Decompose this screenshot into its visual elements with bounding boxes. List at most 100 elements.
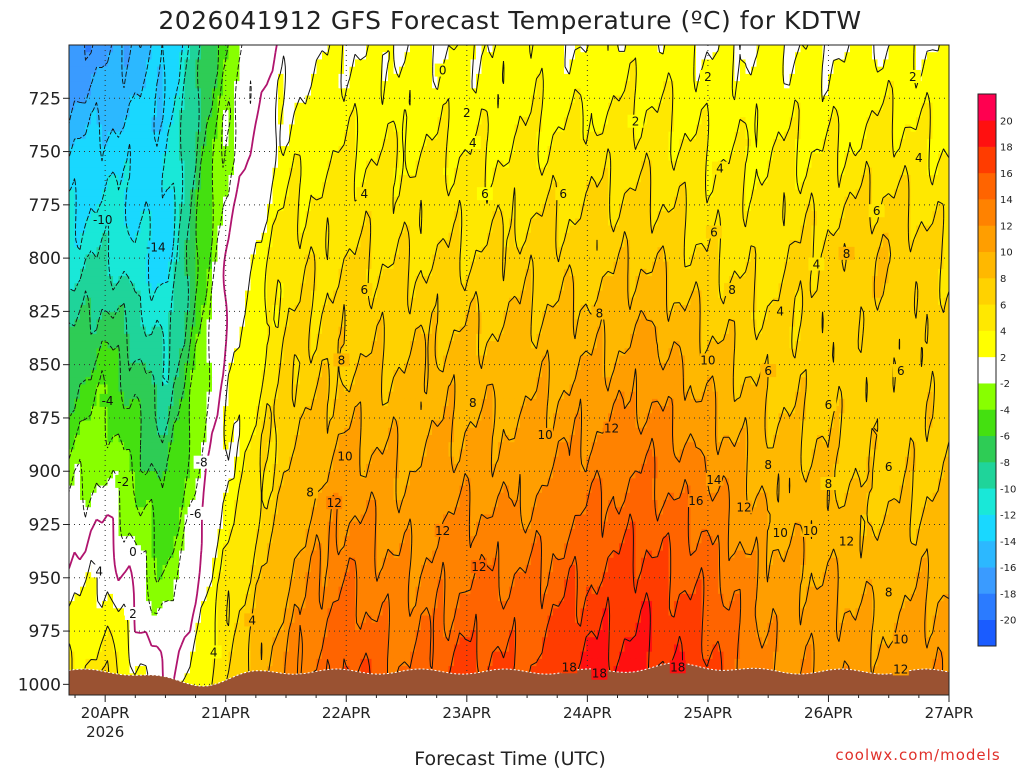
field-cell <box>107 167 114 176</box>
field-cell <box>184 88 191 97</box>
field-cell <box>509 73 516 82</box>
field-cell <box>382 203 389 212</box>
field-cell <box>817 59 824 68</box>
field-cell <box>795 203 802 212</box>
field-cell <box>316 167 323 176</box>
field-cell <box>124 189 131 198</box>
field-cell <box>107 131 114 140</box>
field-cell <box>536 138 543 147</box>
field-cell <box>696 138 703 147</box>
field-cell <box>239 45 246 53</box>
field-cell <box>905 203 912 212</box>
field-cell <box>212 66 219 75</box>
field-cell <box>91 131 98 140</box>
field-cell <box>344 102 351 111</box>
field-cell <box>283 81 290 89</box>
field-cell <box>674 81 681 89</box>
field-cell <box>679 73 686 82</box>
field-cell <box>674 59 681 68</box>
field-cell <box>591 218 598 227</box>
field-cell <box>943 73 949 82</box>
field-cell <box>377 182 384 191</box>
field-cell <box>586 175 593 183</box>
field-cell <box>371 117 378 126</box>
field-cell <box>740 124 747 133</box>
field-cell <box>789 211 796 219</box>
field-cell <box>382 102 389 111</box>
field-cell <box>393 81 400 89</box>
field-cell <box>113 95 120 104</box>
field-cell <box>641 240 648 248</box>
field-cell <box>619 167 626 176</box>
field-cell <box>421 45 428 53</box>
field-cell <box>371 240 378 248</box>
field-cell <box>575 81 582 89</box>
field-cell <box>503 45 510 53</box>
field-cell <box>311 45 318 53</box>
field-cell <box>135 138 142 147</box>
field-cell <box>426 124 433 133</box>
field-cell <box>652 73 659 82</box>
field-cell <box>646 247 653 256</box>
field-cell <box>465 45 472 53</box>
field-cell <box>481 182 488 191</box>
field-cell <box>646 196 653 205</box>
field-cell <box>393 146 400 154</box>
field-cell <box>234 268 241 277</box>
field-cell <box>646 124 653 133</box>
field-cell <box>349 110 356 118</box>
field-cell <box>701 218 708 227</box>
field-cell <box>448 254 455 263</box>
field-cell <box>124 203 131 212</box>
field-cell <box>767 117 774 126</box>
field-cell <box>146 131 153 140</box>
field-cell <box>190 254 197 263</box>
field-cell <box>652 95 659 104</box>
field-cell <box>366 95 373 104</box>
field-cell <box>833 117 840 126</box>
field-cell <box>641 95 648 104</box>
field-cell <box>311 110 318 118</box>
field-cell <box>679 160 686 169</box>
field-cell <box>377 73 384 82</box>
field-cell <box>300 196 307 205</box>
field-cell <box>201 196 208 205</box>
field-cell <box>520 95 527 104</box>
field-cell <box>822 254 829 263</box>
field-cell <box>278 153 285 162</box>
field-cell <box>146 66 153 75</box>
field-cell <box>118 240 125 248</box>
field-cell <box>756 110 763 118</box>
field-cell <box>316 88 323 97</box>
field-cell <box>899 225 906 234</box>
field-cell <box>729 160 736 169</box>
field-cell <box>564 254 571 263</box>
field-cell <box>800 160 807 169</box>
field-cell <box>833 153 840 162</box>
field-cell <box>448 102 455 111</box>
field-cell <box>107 73 114 82</box>
field-cell <box>85 218 92 227</box>
field-cell <box>91 59 98 68</box>
field-cell <box>223 240 230 248</box>
field-cell <box>784 124 791 133</box>
field-cell <box>140 52 147 61</box>
field-cell <box>861 261 868 270</box>
field-cell <box>201 153 208 162</box>
field-cell <box>756 73 763 82</box>
field-cell <box>652 196 659 205</box>
field-cell <box>256 167 263 176</box>
field-cell <box>894 95 901 104</box>
field-cell <box>630 225 637 234</box>
field-cell <box>707 175 714 183</box>
field-cell <box>267 225 274 234</box>
field-cell <box>910 102 917 111</box>
field-cell <box>118 146 125 154</box>
field-cell <box>784 110 791 118</box>
field-cell <box>349 131 356 140</box>
field-cell <box>162 102 169 111</box>
field-cell <box>943 160 949 169</box>
field-cell <box>773 131 780 140</box>
field-cell <box>806 88 813 97</box>
field-cell <box>201 218 208 227</box>
